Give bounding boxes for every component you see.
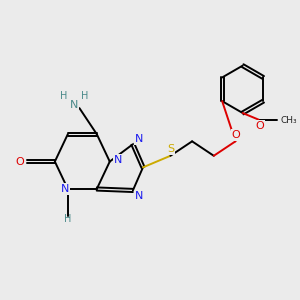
Text: N: N	[134, 134, 143, 144]
Text: O: O	[16, 157, 25, 166]
Text: O: O	[232, 130, 240, 140]
Text: N: N	[69, 100, 78, 110]
Text: S: S	[167, 144, 175, 154]
Text: O: O	[255, 121, 264, 131]
Text: CH₃: CH₃	[281, 116, 297, 125]
Text: H: H	[60, 91, 67, 101]
Text: H: H	[81, 91, 88, 101]
Text: N: N	[134, 191, 143, 201]
Text: H: H	[64, 214, 71, 224]
Text: N: N	[114, 155, 123, 165]
Text: N: N	[61, 184, 69, 194]
